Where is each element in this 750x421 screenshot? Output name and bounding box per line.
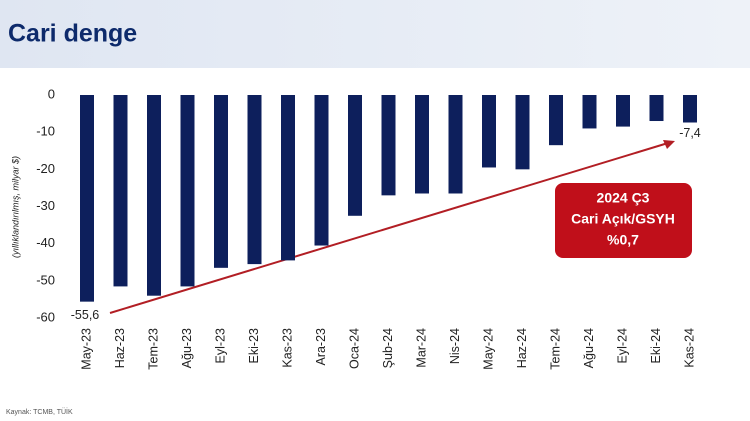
bar [582,95,597,129]
chart-title: Cari denge [8,20,137,48]
x-tick-label: Oca-24 [347,328,361,369]
header-band [0,0,750,68]
y-axis-label: (yıllıklandırılmış, milyar $) [10,156,20,258]
y-tick-label: -50 [36,272,55,287]
x-tick-label: Eki-23 [247,328,261,363]
y-tick-label: 0 [48,86,55,101]
bar [80,95,94,302]
x-tick-label: Eyl-24 [615,328,629,363]
bar [348,95,362,216]
x-tick-label: Mar-24 [414,328,428,368]
bar [616,95,630,127]
x-tick-label: Kas-24 [682,328,696,368]
bar [113,95,128,287]
bar [314,95,329,246]
x-tick-label: May-24 [481,328,495,370]
x-tick-label: Ağu-23 [180,328,194,368]
x-tick-label: Eyl-23 [213,328,227,363]
x-tick-label: Tem-23 [146,328,160,370]
trend-arrow [109,142,669,314]
y-tick-label: -40 [36,235,55,250]
bar [683,95,697,123]
annotation-box [555,183,692,258]
value-label: -55,6 [71,308,100,322]
x-tick-label: Kas-23 [280,328,294,368]
bar [482,95,496,168]
x-tick-label: Ağu-24 [582,328,596,368]
bar [415,95,429,194]
value-label: -7,4 [679,126,701,140]
y-tick-label: -60 [36,309,55,324]
x-tick-label: Eki-24 [649,328,663,363]
x-tick-label: Şub-24 [381,328,395,368]
bar [649,95,664,122]
bar [381,95,396,196]
arrow-head [663,140,675,149]
bar [180,95,195,287]
x-tick-label: Nis-24 [448,328,462,364]
x-tick-label: Haz-23 [113,328,127,368]
source: Kaynak: TCMB, TÜİK [6,407,73,416]
bar [448,95,463,194]
x-tick-label: May-23 [79,328,93,370]
x-tick-label: Ara-23 [314,328,328,366]
bar [247,95,262,265]
annotation-text: %0,7 [607,232,639,248]
y-tick-label: -10 [36,124,55,139]
x-tick-label: Haz-24 [515,328,529,368]
bar [515,95,530,170]
bar [214,95,228,268]
bar [549,95,563,146]
y-tick-label: -30 [36,198,55,213]
bar [281,95,295,261]
bar [147,95,161,296]
annotation-text: Cari Açık/GSYH [571,211,675,227]
y-tick-label: -20 [36,161,55,176]
x-tick-label: Tem-24 [548,328,562,370]
annotation-text: 2024 Ç3 [597,190,650,206]
